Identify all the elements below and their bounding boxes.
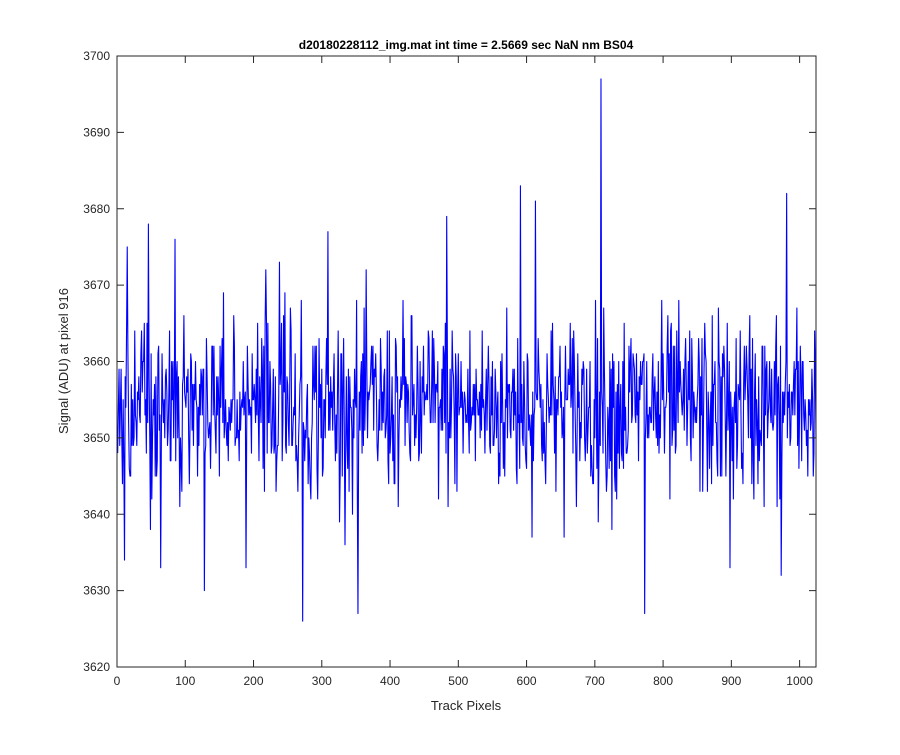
x-axis-label: Track Pixels: [431, 698, 502, 713]
y-tick-label: 3700: [83, 49, 110, 63]
x-tick-label: 900: [721, 674, 741, 688]
x-tick-label: 100: [175, 674, 195, 688]
x-tick-label: 1000: [786, 674, 813, 688]
y-tick-label: 3660: [83, 355, 110, 369]
series-layer: [117, 78, 817, 622]
series-line-1: [117, 78, 817, 622]
chart-title: d20180228112_img.mat int time = 2.5669 s…: [299, 38, 634, 52]
x-tick-label: 800: [653, 674, 673, 688]
x-tick-label: 500: [448, 674, 468, 688]
x-tick-label: 400: [380, 674, 400, 688]
y-tick-label: 3670: [83, 278, 110, 292]
x-tick-label: 700: [585, 674, 605, 688]
x-tick-label: 200: [244, 674, 264, 688]
y-tick-label: 3680: [83, 202, 110, 216]
x-tick-label: 600: [517, 674, 537, 688]
y-tick-label: 3650: [83, 431, 110, 445]
y-tick-label: 3630: [83, 584, 110, 598]
x-tick-label: 0: [114, 674, 121, 688]
y-tick-label: 3690: [83, 125, 110, 139]
y-axis-label: Signal (ADU) at pixel 916: [56, 288, 71, 434]
x-tick-label: 300: [312, 674, 332, 688]
y-tick-label: 3620: [83, 660, 110, 674]
y-tick-label: 3640: [83, 507, 110, 521]
axes-layer: 0 100 200 300 400 500 600 700 800 900 1000 3620 3630…: [83, 49, 817, 688]
